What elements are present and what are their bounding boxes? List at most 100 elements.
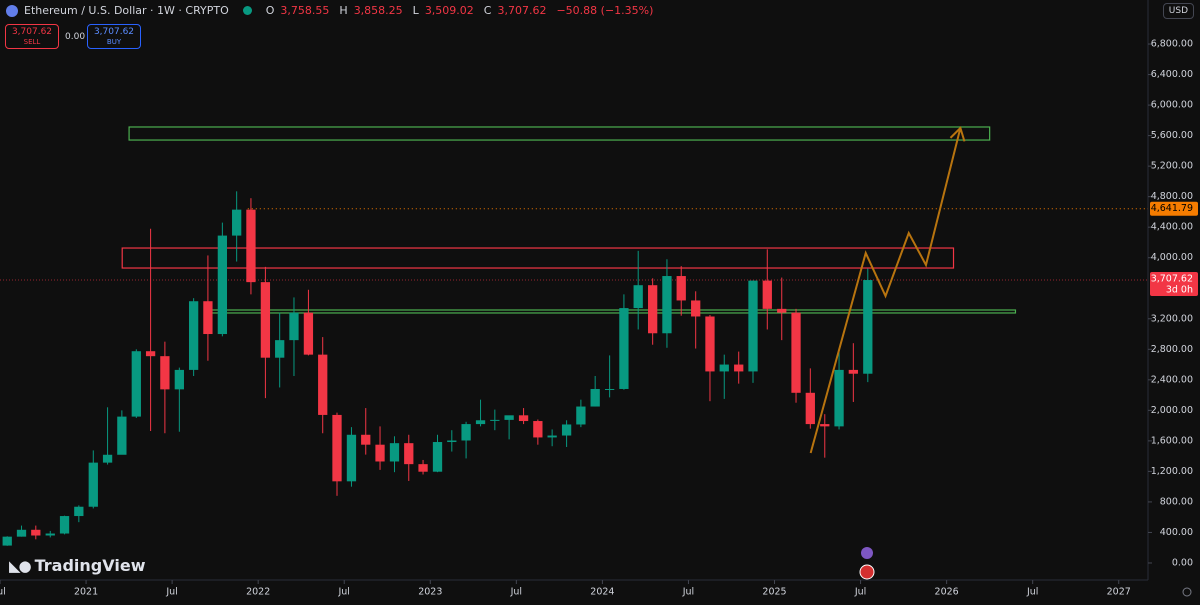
symbol-icon bbox=[6, 4, 18, 17]
candle-body bbox=[561, 424, 572, 436]
candle-body bbox=[102, 454, 113, 463]
candle-body bbox=[791, 312, 801, 393]
candle-body bbox=[705, 316, 715, 372]
ohlc-key: L bbox=[412, 4, 419, 17]
candle-body bbox=[576, 406, 586, 425]
candle-body bbox=[604, 388, 615, 390]
candle-body bbox=[762, 280, 772, 309]
x-tick-label: 2026 bbox=[935, 587, 959, 598]
y-tick-label: 4,400.00 bbox=[1151, 222, 1193, 233]
x-tick-label: 2022 bbox=[246, 587, 270, 598]
candle-body bbox=[461, 424, 471, 441]
buy-price: 3,707.62 bbox=[93, 26, 135, 37]
candle-body bbox=[232, 209, 242, 236]
candle-body bbox=[332, 414, 342, 482]
candle-body bbox=[691, 300, 701, 317]
brand: ◣● TradingView bbox=[9, 556, 145, 575]
symbol-header: Ethereum / U.S. Dollar · 1W · CRYPTO O 3,… bbox=[6, 4, 653, 17]
candle-body bbox=[619, 308, 629, 389]
ohlc-value: 3,707.62 bbox=[497, 4, 547, 17]
candle-body bbox=[533, 421, 543, 438]
y-tick-label: 2,400.00 bbox=[1151, 374, 1193, 385]
candle-body bbox=[160, 356, 170, 390]
x-tick-label: 2023 bbox=[418, 587, 442, 598]
ohlc-value: 3,858.25 bbox=[353, 4, 403, 17]
zone bbox=[128, 126, 991, 141]
candle-body bbox=[834, 369, 844, 427]
x-tick-label: 2027 bbox=[1107, 587, 1131, 598]
economic-event-icon bbox=[859, 564, 875, 580]
y-tick-label: 4,800.00 bbox=[1151, 191, 1193, 202]
price-change: −50.88 (−1.35%) bbox=[556, 4, 654, 17]
candle-body bbox=[203, 301, 213, 335]
y-tick-label: 1,200.00 bbox=[1151, 466, 1193, 477]
x-tick-label: 2024 bbox=[590, 587, 614, 598]
brand-name: TradingView bbox=[34, 556, 146, 575]
projection-arrowhead bbox=[949, 126, 966, 142]
candle-body bbox=[260, 282, 271, 358]
y-tick-label: 6,800.00 bbox=[1151, 39, 1193, 50]
symbol-title: Ethereum / U.S. Dollar · 1W · CRYPTO bbox=[24, 4, 229, 17]
level-label: 4,641.79 bbox=[1151, 203, 1193, 214]
candle-body bbox=[289, 312, 299, 341]
candle-body bbox=[45, 533, 55, 536]
candle-body bbox=[633, 285, 643, 309]
y-tick-label: 2,000.00 bbox=[1151, 405, 1193, 416]
candle-body bbox=[31, 529, 41, 536]
event-icon bbox=[861, 547, 873, 559]
candle-body bbox=[131, 351, 141, 417]
plot bbox=[0, 126, 1148, 546]
candle-body bbox=[217, 235, 228, 335]
candle-body bbox=[16, 529, 27, 537]
candle-body bbox=[361, 434, 371, 445]
candle-body bbox=[432, 442, 443, 472]
x-tick-label: Jul bbox=[165, 587, 177, 598]
candle-body bbox=[318, 354, 328, 415]
candle-body bbox=[475, 420, 486, 425]
y-tick-label: 4,000.00 bbox=[1151, 252, 1193, 263]
candle-body bbox=[748, 280, 758, 372]
trade-panel: 3,707.62 SELL 0.00 3,707.62 BUY bbox=[5, 24, 141, 49]
sell-price: 3,707.62 bbox=[11, 26, 53, 37]
candle-body bbox=[518, 415, 529, 422]
candle-body bbox=[418, 464, 428, 472]
sell-button[interactable]: 3,707.62 SELL bbox=[5, 24, 59, 49]
y-tick-label: 1,600.00 bbox=[1151, 435, 1193, 446]
zone bbox=[121, 247, 955, 269]
candle-body bbox=[275, 340, 285, 358]
candle-body bbox=[389, 443, 400, 462]
y-tick-label: 800.00 bbox=[1160, 496, 1193, 507]
spread: 0.00 bbox=[65, 31, 86, 42]
market-status bbox=[242, 6, 252, 15]
candle-body bbox=[88, 462, 98, 507]
buy-label: BUY bbox=[106, 37, 122, 46]
candle-body bbox=[117, 416, 127, 455]
candle-body bbox=[734, 364, 744, 372]
sell-label: SELL bbox=[23, 37, 41, 46]
candle-body bbox=[490, 419, 500, 421]
x-tick-label: Jul bbox=[0, 587, 6, 598]
x-tick-label: Jul bbox=[682, 587, 694, 598]
buy-button[interactable]: 3,707.62 BUY bbox=[87, 24, 141, 49]
candle-body bbox=[74, 506, 84, 517]
level-label-box bbox=[1150, 201, 1198, 216]
candle-body bbox=[547, 435, 557, 438]
ohlc-value: 3,758.55 bbox=[280, 4, 330, 17]
y-tick-label: 6,400.00 bbox=[1151, 69, 1193, 80]
candle-body bbox=[676, 276, 686, 301]
x-tick-label: Jul bbox=[854, 587, 866, 598]
x-tick-label: 2025 bbox=[762, 587, 786, 598]
y-tick-label: 5,600.00 bbox=[1151, 130, 1193, 141]
settings-button[interactable] bbox=[1182, 587, 1192, 597]
x-tick-label: Jul bbox=[337, 587, 349, 598]
candle-body bbox=[447, 440, 457, 443]
candle-body bbox=[303, 312, 314, 355]
candle-body bbox=[777, 308, 787, 313]
y-tick-label: 2,800.00 bbox=[1151, 344, 1193, 355]
currency-button[interactable]: USD bbox=[1162, 3, 1194, 19]
brand-logo: ◣● bbox=[9, 556, 32, 575]
y-tick-label: 0.00 bbox=[1172, 557, 1193, 568]
